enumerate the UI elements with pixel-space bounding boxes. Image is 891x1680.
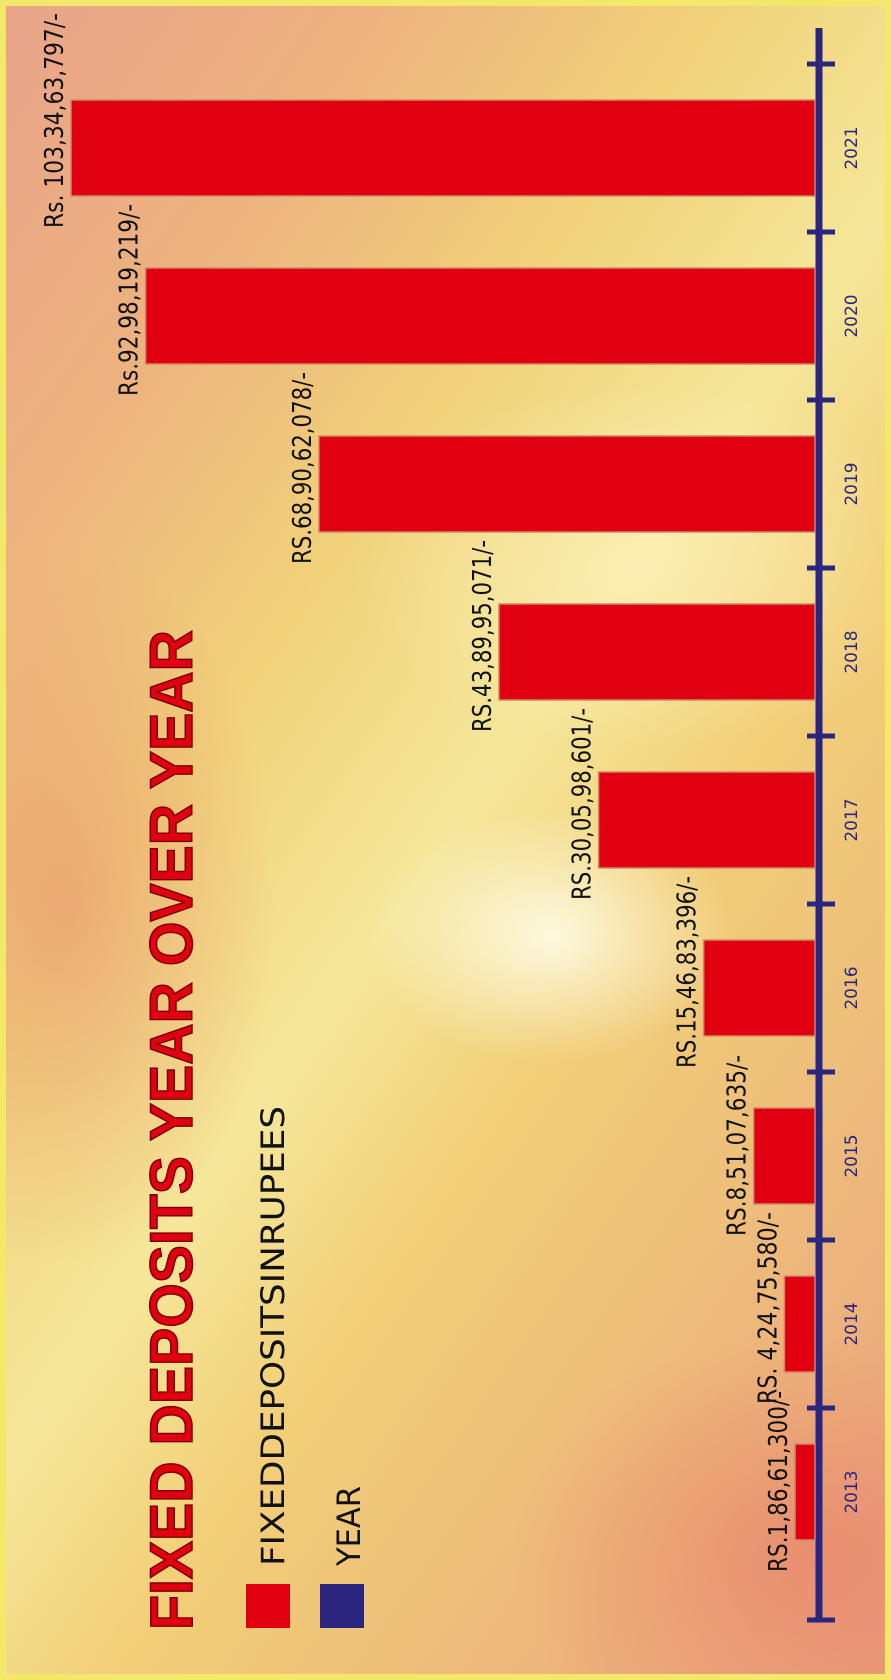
year-tick-label: 2013 <box>842 1470 862 1513</box>
year-tick-label: 2020 <box>842 294 862 337</box>
chart-title: FIXED DEPOSITS YEAR OVER YEAR <box>138 630 205 1630</box>
bar-value-label: RS.30,05,98,601/- <box>568 708 598 900</box>
bar-value-label: RS.68,90,62,078/- <box>288 372 318 564</box>
bar-value-label: RS. 4,24,75,580/- <box>753 1212 783 1404</box>
year-tick-label: 2019 <box>842 462 862 505</box>
year-tick-label: 2014 <box>842 1302 862 1345</box>
bar-value-label: RS.15,46,83,396/- <box>673 876 703 1068</box>
bar-value-label: Rs.92,98,19,219/- <box>115 204 145 396</box>
legend-swatch-deposits <box>246 1584 290 1628</box>
year-tick-label: 2015 <box>842 1134 862 1177</box>
legend-label-deposits: FIXEDDEPOSITSINRUPEES <box>254 1106 292 1566</box>
bar-2014 <box>783 1275 816 1373</box>
bar-value-label: RS.8,51,07,635/- <box>723 1055 753 1236</box>
year-tick-label: 2018 <box>842 630 862 673</box>
bar-2015 <box>752 1107 816 1205</box>
bar-2013 <box>794 1443 816 1541</box>
year-tick-label: 2016 <box>842 966 862 1009</box>
bar-2016 <box>702 939 816 1037</box>
plot-area: 2013 RS.1,86,61,300/- 2014 RS. 4,24,75,580/… <box>40 13 862 1623</box>
bar-value-label: RS.43,89,95,071/- <box>468 540 498 732</box>
legend-label-year: YEAR <box>330 1486 368 1567</box>
year-tick-label: 2021 <box>842 126 862 169</box>
bar-value-label: Rs. 103,34,63,797/- <box>40 13 70 228</box>
bar-2018 <box>498 603 816 701</box>
bar-2021 <box>70 99 816 197</box>
bar-2017 <box>597 771 816 869</box>
bar-2019 <box>318 435 816 533</box>
legend-swatch-year <box>320 1584 364 1628</box>
bar-value-label: RS.1,86,61,300/- <box>764 1391 794 1572</box>
year-tick-label: 2017 <box>842 798 862 841</box>
bar-2020 <box>144 267 816 365</box>
